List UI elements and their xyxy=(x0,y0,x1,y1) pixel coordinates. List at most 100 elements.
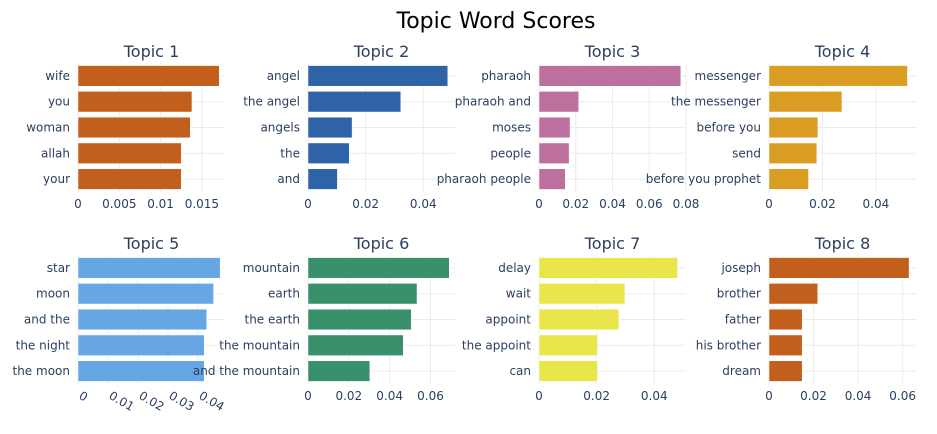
bar xyxy=(307,142,350,164)
subplot-topic-8: Topic 8 joseph brother father his brother dre… xyxy=(696,234,916,403)
subplot-topic-4: Topic 4 messenger the messenger before you s… xyxy=(646,42,916,211)
subplot-title: Topic 1 xyxy=(123,42,180,61)
x-tick-label: 0.01 xyxy=(107,388,137,413)
bar xyxy=(538,168,566,190)
subplot-topic-3: Topic 3 pharaoh pharaoh and moses people phar… xyxy=(437,42,700,211)
bar xyxy=(77,360,205,382)
category-label: dream xyxy=(722,364,761,378)
x-tick-label: 0.01 xyxy=(147,197,174,211)
x-tick-label: 0.04 xyxy=(863,197,890,211)
x-tick-label: 0.03 xyxy=(167,388,197,413)
x-tick-label: 0.06 xyxy=(636,197,663,211)
x-tick-label: 0.015 xyxy=(185,197,219,211)
x-tick-label: 0.005 xyxy=(102,197,136,211)
x-tick-label: 0.04 xyxy=(410,197,437,211)
x-tick-label: 0 xyxy=(77,388,91,404)
category-label: you xyxy=(48,95,70,109)
bar xyxy=(768,283,819,305)
subplot-topic-7: Topic 7 delay wait appoint the appoint can 0 0.… xyxy=(462,234,686,403)
bar xyxy=(538,283,626,305)
bar xyxy=(538,308,620,331)
category-label: angels xyxy=(260,121,300,135)
bar xyxy=(538,116,571,139)
bar xyxy=(77,65,220,87)
category-label: your xyxy=(43,172,70,186)
bar xyxy=(768,360,803,382)
subplot-topic-5: Topic 5 star moon and the the night the moon 0… xyxy=(13,234,227,414)
x-tick-label: 0.02 xyxy=(809,197,836,211)
x-tick-label: 0.02 xyxy=(137,388,167,413)
bar xyxy=(307,334,404,356)
bar xyxy=(77,142,182,164)
category-label: messenger xyxy=(695,69,762,83)
subplot-title: Topic 8 xyxy=(814,234,871,253)
x-tick-label: 0.06 xyxy=(417,389,444,403)
bar xyxy=(307,65,449,87)
category-label: angel xyxy=(267,69,300,83)
bar xyxy=(77,283,214,305)
bar xyxy=(768,116,819,139)
subplot-title: Topic 4 xyxy=(814,42,871,61)
bar xyxy=(538,91,579,113)
category-label: moon xyxy=(36,287,70,301)
category-label: woman xyxy=(26,121,70,135)
category-label: pharaoh and xyxy=(455,95,531,109)
x-tick-label: 0 xyxy=(74,197,82,211)
category-label: wait xyxy=(506,287,532,301)
bar xyxy=(77,91,193,113)
bar xyxy=(77,308,207,331)
bar xyxy=(307,283,418,305)
x-tick-label: 0.02 xyxy=(583,389,610,403)
category-label: earth xyxy=(268,287,300,301)
category-label: and xyxy=(277,172,300,186)
category-label: before you xyxy=(697,121,761,135)
bar xyxy=(77,116,191,139)
category-label: moses xyxy=(492,121,531,135)
category-label: joseph xyxy=(720,261,761,275)
category-label: the appoint xyxy=(462,338,531,352)
category-label: the messenger xyxy=(671,95,761,109)
category-label: appoint xyxy=(485,313,531,327)
bar xyxy=(768,65,908,87)
category-label: pharaoh xyxy=(481,69,531,83)
category-label: people xyxy=(490,146,531,160)
subplot-title: Topic 3 xyxy=(584,42,641,61)
subplot-title: Topic 7 xyxy=(584,234,641,253)
bar xyxy=(768,168,809,190)
x-tick-label: 0.04 xyxy=(376,389,403,403)
bar xyxy=(77,257,221,279)
bar xyxy=(307,168,338,190)
x-tick-label: 0.08 xyxy=(673,197,700,211)
category-label: the angel xyxy=(243,95,300,109)
bar xyxy=(768,308,803,331)
category-label: send xyxy=(732,146,761,160)
bar xyxy=(77,334,205,356)
chart-title: Topic Word Scores xyxy=(396,9,596,34)
bar xyxy=(307,116,353,139)
bar xyxy=(768,257,910,279)
category-label: the moon xyxy=(13,364,71,378)
bar xyxy=(307,257,450,279)
x-tick-label: 0 xyxy=(765,389,773,403)
category-label: mountain xyxy=(243,261,300,275)
subplot-topic-6: Topic 6 mountain earth the earth the mountai… xyxy=(193,234,455,403)
bar xyxy=(538,360,598,382)
bar xyxy=(768,91,843,113)
category-label: pharaoh people xyxy=(437,172,531,186)
subplot-title: Topic 6 xyxy=(353,234,410,253)
category-label: the xyxy=(280,146,300,160)
subplot-topic-2: Topic 2 angel the angel angels the and 0 0.02 0.… xyxy=(243,42,455,211)
category-label: the earth xyxy=(245,313,301,327)
x-tick-label: 0.06 xyxy=(889,389,916,403)
bar xyxy=(538,334,598,356)
x-tick-label: 0.02 xyxy=(352,197,379,211)
x-tick-label: 0.04 xyxy=(641,389,668,403)
x-tick-label: 0 xyxy=(535,197,543,211)
x-tick-label: 0.04 xyxy=(197,388,227,413)
x-tick-label: 0 xyxy=(535,389,543,403)
category-label: his brother xyxy=(696,338,761,352)
category-label: and the xyxy=(24,313,70,327)
